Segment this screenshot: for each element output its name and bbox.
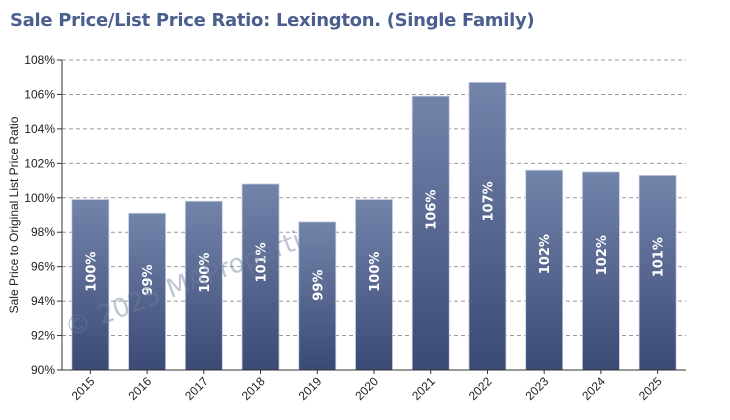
data-label: 101% (255, 242, 270, 282)
data-label: 102% (595, 235, 610, 275)
data-label: 107% (481, 181, 496, 221)
axes (61, 60, 686, 371)
bar-2024 (582, 171, 620, 371)
y-tick-label: 102% (24, 156, 55, 170)
data-label: 106% (425, 190, 440, 230)
y-axis-label: Sale Price to Original List Price Ratio (7, 116, 21, 313)
x-tick-label: 2018 (239, 374, 268, 403)
y-tick-label: 90% (31, 363, 55, 377)
x-tick-label: 2022 (466, 374, 495, 403)
y-tick-label: 94% (31, 294, 55, 308)
bar-2025 (638, 174, 677, 371)
data-label: 100% (198, 253, 213, 293)
y-tick-label: 104% (24, 122, 55, 136)
chart-title: Sale Price/List Price Ratio: Lexington. … (10, 10, 535, 31)
data-label: 100% (368, 252, 383, 292)
data-label: 100% (84, 252, 99, 292)
x-tick-label: 2019 (296, 374, 325, 403)
x-tick-label: 2024 (579, 374, 608, 403)
data-label: 101% (652, 237, 667, 277)
bar-2020 (355, 199, 393, 371)
y-tick-label: 98% (31, 225, 55, 239)
data-labels: 100% 99% 100% 101% 99% 100% 106% 107% 102% 102% 10… (84, 181, 666, 300)
data-label: 99% (141, 264, 156, 295)
bar-2022 (468, 81, 507, 371)
y-tick-label: 100% (24, 191, 55, 205)
x-tick-label: 2020 (352, 374, 381, 403)
x-tick-label: 2015 (69, 374, 98, 403)
bars (71, 81, 677, 374)
y-tick-label: 96% (31, 260, 55, 274)
x-tick-label: 2021 (409, 374, 438, 403)
y-tick-label: 106% (24, 87, 55, 101)
x-tick-label: 2025 (636, 374, 665, 403)
x-tick-label: 2017 (182, 374, 211, 403)
bar-2016 (128, 212, 166, 371)
bar-2019 (298, 221, 337, 371)
bar-2017 (184, 200, 223, 371)
x-tick-labels: 2015 2016 2017 2018 2019 2020 2021 2022 2023 2024… (69, 374, 665, 403)
x-tick-label: 2016 (125, 374, 154, 403)
y-tick-labels: 90% 92% 94% 96% 98% 100% 102% 104% 106% 108% (24, 53, 55, 377)
y-tick-label: 92% (31, 329, 55, 343)
data-label: 99% (311, 270, 326, 301)
y-tick-label: 108% (24, 53, 55, 67)
x-tick-label: 2023 (523, 374, 552, 403)
bar-2023 (525, 169, 564, 371)
data-label: 102% (538, 234, 553, 274)
bar-2021 (411, 95, 450, 371)
